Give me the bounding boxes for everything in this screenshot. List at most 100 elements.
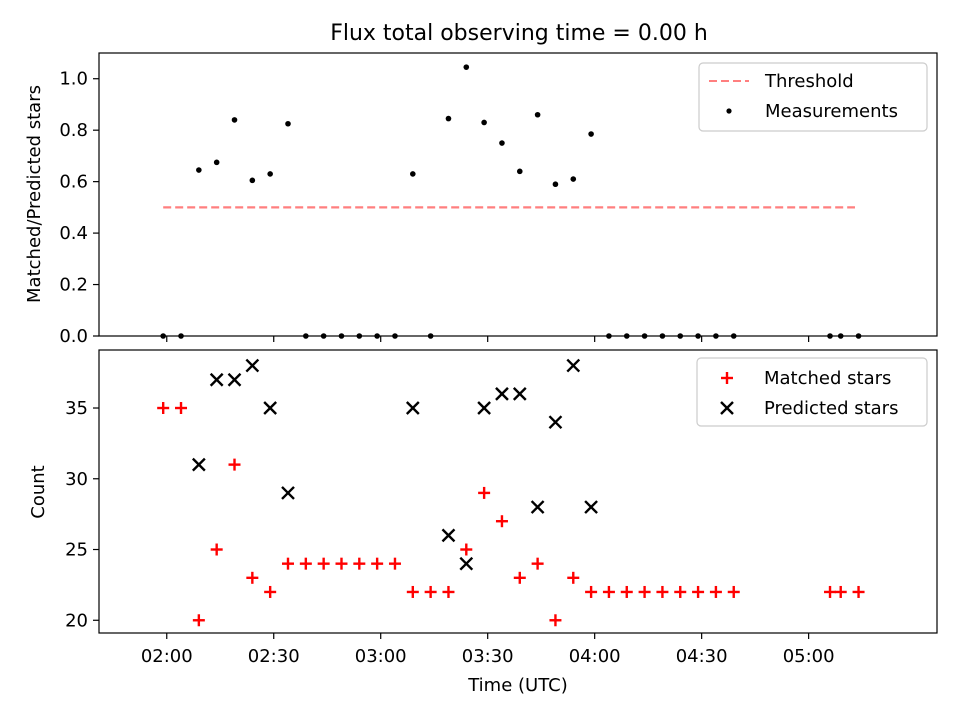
measurement-point [445,115,452,122]
matched-stars-marker [478,486,491,499]
measurement-point [481,119,487,126]
predicted-stars-marker [209,372,224,387]
count-x-tick-label: 03:00 [355,646,407,667]
ratio-panel-x-ticks [166,336,810,342]
measurement-point [213,159,220,166]
matched-stars-marker [424,585,437,598]
ratio-panel-y-axis-label: Matched/Predicted stars [24,85,45,303]
measurement-point [267,171,273,177]
matched-stars-marker [585,585,598,598]
ratio-panel-title: Flux total observing time = 0.00 h [330,21,708,46]
measurements-legend-label: Measurements [765,101,898,122]
ratio-y-tick-label: 0.8 [59,120,88,141]
ratio-y-tick-label: 0.6 [59,172,88,193]
count-legend: Matched stars Predicted stars [696,357,928,427]
matched-stars-marker [299,557,312,570]
predicted-stars-marker [405,401,420,415]
predicted-stars-marker [263,401,278,415]
ratio-legend-box [698,62,928,132]
matched-stars-marker [157,402,170,415]
matched-stars-marker [824,585,837,598]
count-x-tick-label: 02:30 [248,646,300,667]
matched-stars-marker [317,557,330,570]
ratio-panel: Flux total observing time = 0.00 h Match… [24,21,938,347]
matched-stars-marker [388,557,401,570]
matched-stars-marker [531,557,544,570]
count-panel-frame [98,349,938,634]
matched-stars-marker [834,585,847,598]
count-panel-y-ticks: 20 25 30 35 [65,398,99,631]
count-panel-x-ticks: 02:00 02:30 03:00 03:30 04:00 04:30 05:00 [141,633,835,667]
count-legend-box [696,357,928,427]
measurement-point [534,111,541,118]
predicted-stars-marker [584,500,598,514]
ratio-panel-frame [98,52,938,337]
matched-stars-marker [638,585,651,598]
ratio-y-tick-label: 0.2 [59,275,88,296]
matched-stars-marker [281,557,294,570]
predicted-stars-marker [530,500,545,514]
predicted-stars-marker [495,387,509,401]
count-panel-y-axis-label: Count [28,465,49,518]
count-x-tick-label: 04:00 [569,646,621,667]
matched-stars-marker [852,585,865,598]
ratio-y-tick-label: 1.0 [59,69,88,90]
measurement-point [499,140,505,146]
measurement-point [231,117,238,123]
count-y-tick-label: 30 [65,469,88,490]
predicted-stars-marker [191,457,206,472]
count-panel-x-axis-label: Time (UTC) [467,675,568,696]
matched-stars-marker [246,571,259,584]
matched-stars-marker [567,571,580,584]
measurement-point [285,120,291,127]
predicted-stars-marker [477,401,491,415]
matched-stars-marker [192,614,205,627]
matched-stars-marker [656,585,669,598]
matched-stars-marker [692,585,705,598]
count-y-tick-label: 25 [65,540,88,561]
measurement-point [410,171,416,177]
predicted-stars-marker [512,387,527,401]
matched-stars-marker [620,585,633,598]
predicted-stars-legend-swatch [720,401,734,415]
count-y-tick-label: 35 [65,398,88,419]
count-plot-area [157,358,865,627]
count-y-tick-label: 20 [65,610,88,631]
matched-stars-marker [549,614,562,627]
measurement-point [249,177,256,184]
predicted-stars-marker [281,486,295,500]
count-x-tick-label: 05:00 [783,646,835,667]
matched-stars-marker [175,402,188,415]
threshold-legend-label: Threshold [764,71,854,92]
count-x-tick-label: 04:30 [676,646,728,667]
predicted-stars-marker [245,358,260,373]
matched-stars-marker [495,515,508,528]
count-panel: Count Time (UTC) 20 25 30 35 02:00 02:30 03:0… [28,349,938,696]
measurement-point [463,64,470,70]
matched-stars-marker [406,585,419,598]
matched-stars-marker [460,543,473,556]
count-x-tick-label: 02:00 [141,646,193,667]
matched-stars-marker [353,557,366,570]
matched-stars-legend-swatch [721,372,733,384]
matched-stars-marker [264,585,277,598]
ratio-legend: Threshold Measurements [698,62,928,132]
predicted-stars-marker [548,415,563,430]
count-x-tick-label: 03:30 [462,646,514,667]
ratio-panel-y-ticks: 0.0 0.2 0.4 0.6 0.8 1.0 [59,69,99,347]
matched-stars-marker [335,557,348,570]
measurement-point [588,131,594,137]
matched-stars-marker [674,585,687,598]
matched-stars-marker [513,571,526,584]
ratio-y-tick-label: 0.0 [59,326,88,347]
matched-stars-marker [371,557,384,570]
matched-stars-marker [442,585,455,598]
predicted-stars-legend-label: Predicted stars [764,398,898,419]
measurement-point [570,176,577,182]
matched-stars-marker [727,585,740,598]
measurement-point [516,168,523,175]
predicted-stars-marker [227,372,242,387]
matched-stars-legend-label: Matched stars [764,368,891,389]
predicted-stars-marker [441,528,456,543]
